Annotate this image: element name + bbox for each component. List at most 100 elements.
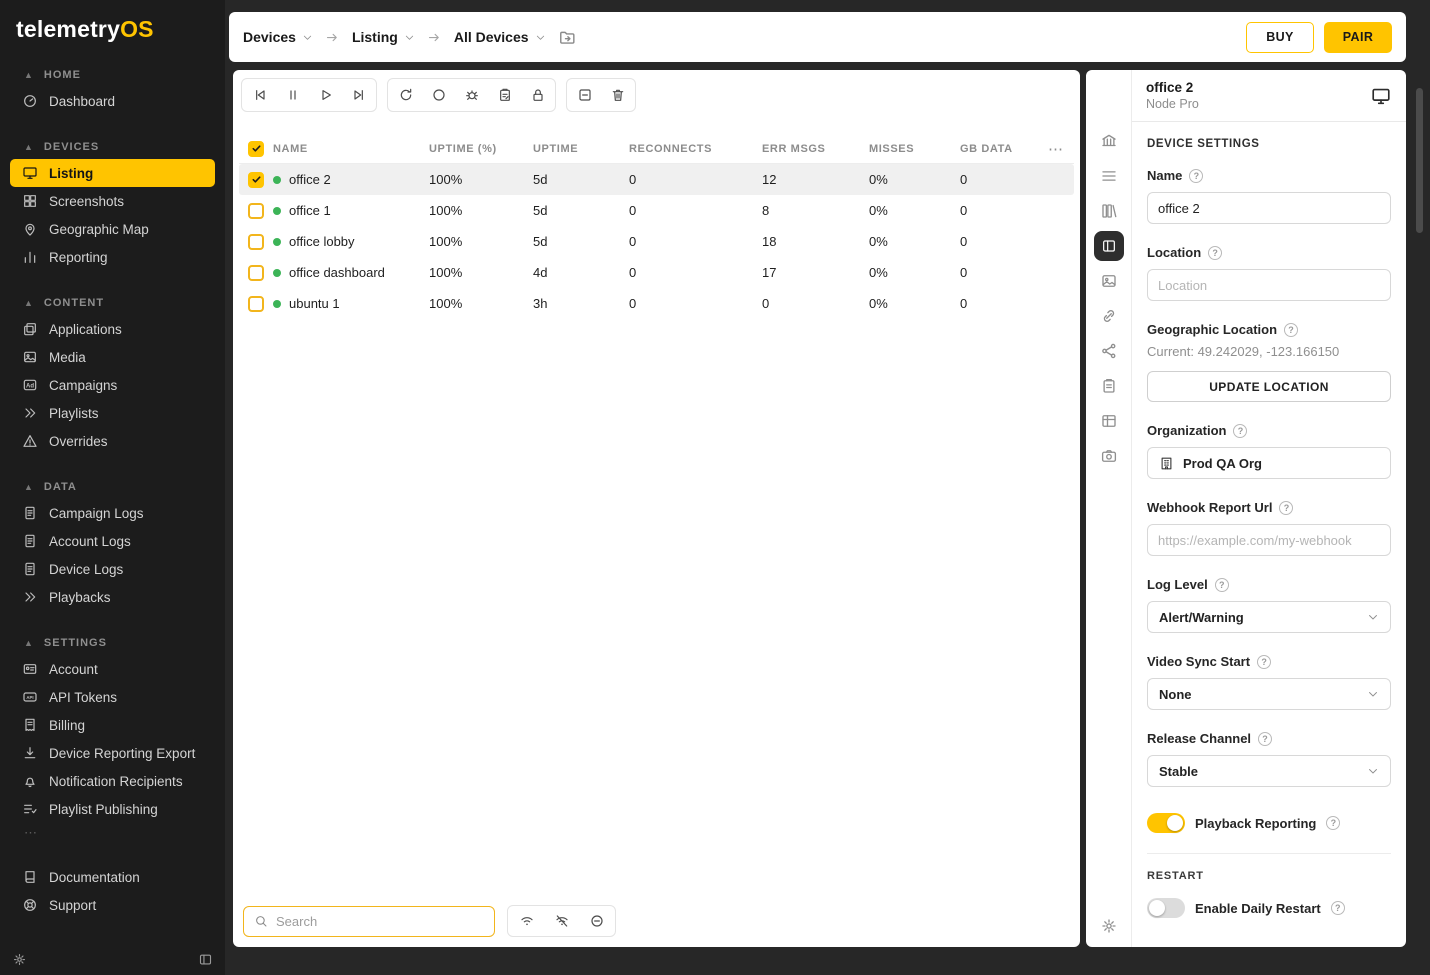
breadcrumb-listing[interactable]: Listing [352, 29, 415, 45]
sidebar-item-geographic-map[interactable]: Geographic Map [10, 215, 215, 243]
remove-from-group-button[interactable] [568, 80, 601, 110]
lock-button[interactable] [521, 80, 554, 110]
skip-back-button[interactable] [243, 80, 276, 110]
table-row[interactable]: office lobby 100% 5d 0 18 0% 0 [239, 226, 1074, 257]
column-header-uptime-pct[interactable]: UPTIME (%) [429, 142, 497, 155]
update-location-button[interactable]: UPDATE LOCATION [1147, 371, 1391, 402]
row-checkbox[interactable] [248, 233, 264, 250]
restart-button[interactable] [389, 80, 422, 110]
sidebar-section-devices[interactable]: ▲ DEVICES [0, 135, 225, 159]
sidebar-item-listing[interactable]: Listing [10, 159, 215, 187]
row-checkbox[interactable] [248, 202, 264, 219]
help-icon[interactable]: ? [1214, 577, 1229, 592]
help-icon[interactable]: ? [1257, 654, 1272, 669]
settings-gear-icon[interactable] [12, 952, 27, 967]
sidebar-item-api-tokens[interactable]: API API Tokens [10, 683, 215, 711]
help-icon[interactable]: ? [1258, 731, 1273, 746]
schedule-tab-icon[interactable] [1100, 412, 1118, 430]
list-tab-icon[interactable] [1100, 167, 1118, 185]
location-input[interactable] [1147, 269, 1391, 301]
link-tab-icon[interactable] [1100, 307, 1118, 325]
sidebar-item-dashboard[interactable]: Dashboard [10, 87, 215, 115]
breadcrumb-devices[interactable]: Devices [243, 29, 313, 45]
overview-tab-icon[interactable] [1100, 132, 1118, 150]
debug-button[interactable] [455, 80, 488, 110]
pair-button[interactable]: PAIR [1324, 21, 1392, 53]
sidebar-section-home[interactable]: ▲ HOME [0, 63, 225, 87]
help-icon[interactable]: ? [1233, 423, 1248, 438]
table-row[interactable]: office dashboard 100% 4d 0 17 0% 0 [239, 257, 1074, 288]
library-tab-icon[interactable] [1100, 202, 1118, 220]
sidebar-item-support[interactable]: Support [10, 891, 215, 919]
sidebar-item-playlist-publishing[interactable]: Playlist Publishing [10, 795, 215, 823]
release-channel-select[interactable]: Stable [1147, 755, 1391, 787]
table-row[interactable]: ubuntu 1 100% 3h 0 0 0% 0 [239, 288, 1074, 319]
folder-move-icon[interactable] [558, 28, 577, 47]
sidebar-item-applications[interactable]: Applications [10, 315, 215, 343]
sidebar-section-data[interactable]: ▲ DATA [0, 475, 225, 499]
column-header-misses[interactable]: MISSES [869, 142, 915, 155]
sidebar-item-notification-recipients[interactable]: Notification Recipients [10, 767, 215, 795]
log-level-select[interactable]: Alert/Warning [1147, 601, 1391, 633]
device-name-input[interactable] [1147, 192, 1391, 224]
sidebar-item-campaigns[interactable]: Ad Campaigns [10, 371, 215, 399]
panel-gear-icon[interactable] [1100, 917, 1118, 935]
sidebar-item-device-logs[interactable]: Device Logs [10, 555, 215, 583]
sidebar-item-screenshots[interactable]: Screenshots [10, 187, 215, 215]
device-settings-tab[interactable] [1093, 231, 1124, 261]
buy-button[interactable]: BUY [1246, 21, 1314, 53]
sidebar-item-documentation[interactable]: Documentation [10, 863, 215, 891]
video-sync-select[interactable]: None [1147, 678, 1391, 710]
monitor-icon[interactable] [1370, 85, 1392, 107]
sidebar-item-media[interactable]: Media [10, 343, 215, 371]
collapse-sidebar-icon[interactable] [198, 952, 213, 967]
sidebar-section-settings[interactable]: ▲ SETTINGS [0, 631, 225, 655]
report-button[interactable] [488, 80, 521, 110]
column-header-reconnects[interactable]: RECONNECTS [629, 142, 713, 155]
search-input[interactable] [276, 913, 484, 929]
column-header-gb-data[interactable]: GB DATA [960, 142, 1013, 155]
page-scrollbar[interactable] [1416, 88, 1423, 233]
row-checkbox[interactable] [248, 264, 264, 281]
filter-online-button[interactable] [509, 907, 544, 935]
pause-button[interactable] [276, 80, 309, 110]
help-icon[interactable]: ? [1330, 901, 1345, 915]
sidebar-item-device-reporting-export[interactable]: Device Reporting Export [10, 739, 215, 767]
sidebar-item-playlists[interactable]: Playlists [10, 399, 215, 427]
play-button[interactable] [309, 80, 342, 110]
sidebar-section-content[interactable]: ▲ CONTENT [0, 291, 225, 315]
delete-button[interactable] [601, 80, 634, 110]
column-header-name[interactable]: NAME [273, 142, 308, 155]
column-options-icon[interactable]: ⋯ [1048, 140, 1064, 158]
help-icon[interactable]: ? [1189, 168, 1204, 183]
row-checkbox[interactable] [248, 295, 264, 312]
filter-offline-button[interactable] [544, 907, 579, 935]
enable-daily-restart-toggle[interactable] [1147, 898, 1185, 918]
help-icon[interactable]: ? [1208, 245, 1223, 260]
row-checkbox[interactable] [248, 171, 264, 188]
sidebar-item-reporting[interactable]: Reporting [10, 243, 215, 271]
brand-logo[interactable]: telemetryOS [0, 0, 225, 49]
skip-forward-button[interactable] [342, 80, 375, 110]
help-icon[interactable]: ? [1326, 816, 1341, 830]
column-header-err-msgs[interactable]: ERR MSGS [762, 142, 826, 155]
table-row[interactable]: office 1 100% 5d 0 8 0% 0 [239, 195, 1074, 226]
help-icon[interactable]: ? [1279, 500, 1294, 515]
screenshot-tab-icon[interactable] [1100, 447, 1118, 465]
sidebar-item-campaign-logs[interactable]: Campaign Logs [10, 499, 215, 527]
network-tab-icon[interactable] [1100, 342, 1118, 360]
power-button[interactable] [422, 80, 455, 110]
breadcrumb-all-devices[interactable]: All Devices [454, 29, 546, 45]
table-row[interactable]: office 2 100% 5d 0 12 0% 0 [239, 164, 1074, 195]
filter-disabled-button[interactable] [579, 907, 614, 935]
sidebar-item-overrides[interactable]: Overrides [10, 427, 215, 455]
column-header-uptime[interactable]: UPTIME [533, 142, 579, 155]
notes-tab-icon[interactable] [1100, 377, 1118, 395]
preview-tab-icon[interactable] [1100, 272, 1118, 290]
sidebar-item-account-logs[interactable]: Account Logs [10, 527, 215, 555]
playback-reporting-toggle[interactable] [1147, 813, 1185, 833]
webhook-url-input[interactable] [1147, 524, 1391, 556]
help-icon[interactable]: ? [1284, 322, 1299, 337]
select-all-checkbox[interactable] [248, 140, 264, 157]
sidebar-item-billing[interactable]: Billing [10, 711, 215, 739]
